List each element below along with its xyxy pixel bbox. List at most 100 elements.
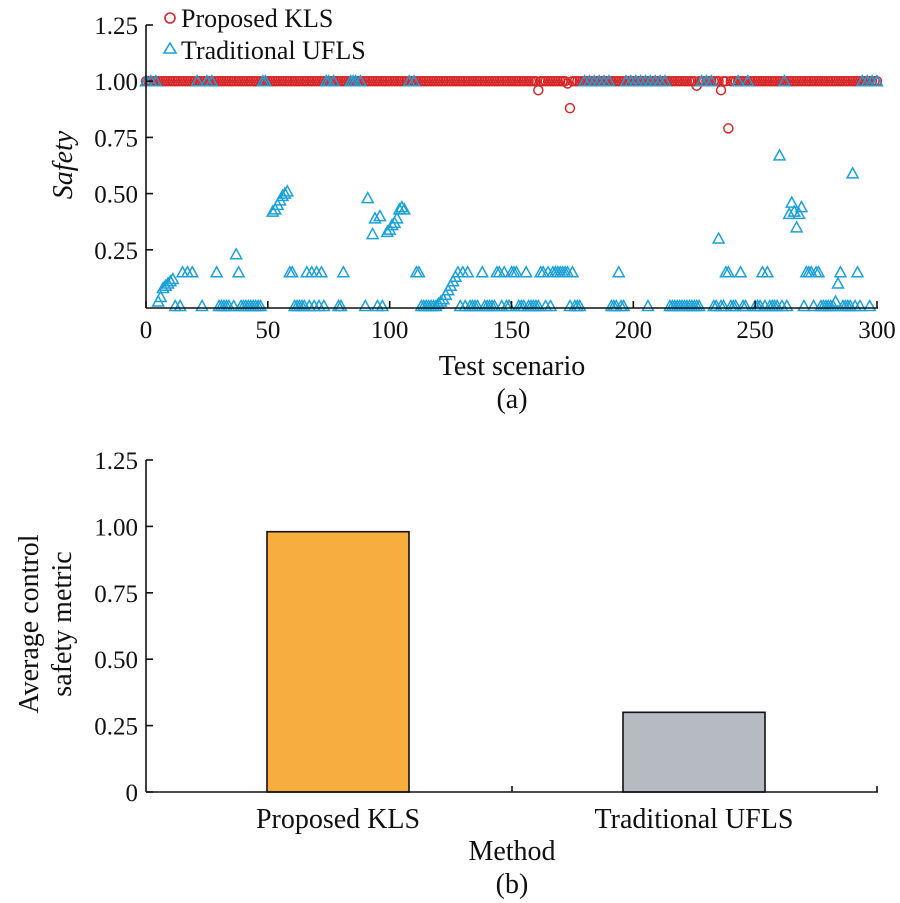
point-traditional-ufls xyxy=(358,298,373,312)
point-traditional-ufls xyxy=(728,298,743,312)
point-traditional-ufls xyxy=(265,204,280,217)
point-traditional-ufls xyxy=(434,294,448,307)
point-traditional-ufls xyxy=(789,220,804,233)
point-traditional-ufls xyxy=(772,148,787,161)
point-traditional-ufls xyxy=(166,271,180,285)
y-tick-label: 1.00 xyxy=(94,69,138,96)
point-traditional-ufls xyxy=(395,200,409,213)
panel-label-a: (a) xyxy=(496,384,527,415)
point-traditional-ufls xyxy=(811,265,826,278)
legend-a: Proposed KLS Traditional UFLS xyxy=(162,4,366,65)
point-traditional-ufls xyxy=(565,265,580,278)
point-traditional-ufls xyxy=(602,74,616,87)
point-traditional-ufls xyxy=(731,74,745,87)
panel-label-b: (b) xyxy=(496,869,529,900)
point-traditional-ufls xyxy=(828,294,843,307)
point-traditional-ufls xyxy=(497,265,511,278)
point-traditional-ufls xyxy=(407,74,421,87)
bars xyxy=(266,530,766,793)
y-axis-title-b-line1: Average control xyxy=(14,534,45,713)
point-traditional-ufls xyxy=(733,265,748,278)
point-traditional-ufls xyxy=(850,265,865,278)
point-traditional-ufls xyxy=(611,265,626,278)
point-traditional-ufls xyxy=(519,265,533,278)
point-traditional-ufls xyxy=(258,74,273,87)
point-traditional-ufls xyxy=(831,276,845,289)
point-traditional-ufls xyxy=(368,211,382,224)
x-tick-label: 0 xyxy=(140,317,153,344)
point-traditional-ufls xyxy=(616,298,631,312)
y-axis-title-a: Safety xyxy=(48,130,79,199)
point-traditional-ufls xyxy=(833,265,848,278)
y-tick-label: 1.25 xyxy=(94,448,138,475)
point-traditional-ufls xyxy=(334,298,348,312)
bar-panel-b: 0 0.25 0.50 0.75 1.00 1.25 Proposed KLS Tradit… xyxy=(14,448,878,900)
point-traditional-ufls xyxy=(784,195,799,208)
point-traditional-ufls xyxy=(487,298,502,312)
point-traditional-ufls xyxy=(375,298,390,312)
bar-proposed-kls xyxy=(266,530,410,793)
x-axis-title-a: Test scenario xyxy=(439,351,586,382)
point-traditional-ufls xyxy=(185,265,200,278)
y-ticks-b: 0 0.25 0.50 0.75 1.00 1.25 xyxy=(94,448,153,807)
point-traditional-ufls xyxy=(317,298,331,312)
legend-label-proposed-kls: Proposed KLS xyxy=(181,4,333,33)
point-proposed-kls xyxy=(564,102,576,114)
point-proposed-kls xyxy=(533,84,544,96)
point-traditional-ufls xyxy=(572,298,587,312)
y-tick-label: 0.50 xyxy=(94,647,138,674)
point-traditional-ufls xyxy=(704,74,719,87)
y-tick-label: 0.25 xyxy=(94,714,138,741)
point-traditional-ufls xyxy=(285,265,299,278)
x-tick-label: 50 xyxy=(255,317,280,344)
point-traditional-ufls xyxy=(711,231,726,244)
point-traditional-ufls xyxy=(531,298,546,312)
point-traditional-ufls xyxy=(782,206,797,220)
point-traditional-ufls xyxy=(853,298,867,312)
point-traditional-ufls xyxy=(280,184,295,197)
point-traditional-ufls xyxy=(336,265,351,278)
point-traditional-ufls xyxy=(862,298,877,312)
point-traditional-ufls xyxy=(231,265,246,278)
point-traditional-ufls xyxy=(716,298,731,312)
point-traditional-ufls xyxy=(692,298,706,312)
point-traditional-ufls xyxy=(385,218,399,231)
point-traditional-ufls xyxy=(792,206,806,220)
point-traditional-ufls xyxy=(153,289,168,303)
point-traditional-ufls xyxy=(797,298,811,312)
point-traditional-ufls xyxy=(721,265,736,278)
point-traditional-ufls xyxy=(780,298,794,312)
y-tick-label: 0.75 xyxy=(94,581,138,608)
point-traditional-ufls xyxy=(365,227,380,240)
point-traditional-ufls xyxy=(806,298,821,312)
x-axis-title-b: Method xyxy=(468,836,555,867)
point-traditional-ufls xyxy=(870,74,884,87)
point-traditional-ufls xyxy=(278,186,292,199)
point-proposed-kls xyxy=(562,78,573,89)
point-traditional-ufls xyxy=(360,191,375,204)
y-tick-label: 0.25 xyxy=(94,238,138,265)
point-traditional-ufls xyxy=(390,211,404,224)
point-traditional-ufls xyxy=(397,202,412,215)
point-traditional-ufls xyxy=(195,298,209,312)
point-traditional-ufls xyxy=(470,298,485,312)
point-traditional-ufls xyxy=(460,265,475,278)
x-tick-label: Traditional UFLS xyxy=(595,804,794,835)
point-traditional-ufls xyxy=(229,247,243,260)
point-traditional-ufls xyxy=(475,265,490,278)
point-traditional-ufls xyxy=(777,74,792,87)
point-traditional-ufls xyxy=(641,298,655,312)
point-traditional-ufls xyxy=(314,265,329,278)
legend-label-traditional-ufls: Traditional UFLS xyxy=(181,36,366,65)
point-proposed-kls xyxy=(723,123,734,134)
x-tick-label: 200 xyxy=(615,317,653,344)
point-traditional-ufls xyxy=(380,224,394,238)
scatter-panel-a: 0.250.500.751.001.25 0 50 100 150 200 250 300 … xyxy=(48,4,896,415)
x-tick-label: 300 xyxy=(858,317,896,344)
point-traditional-ufls xyxy=(738,298,753,312)
y-tick-label: 0.50 xyxy=(94,182,138,209)
point-traditional-ufls xyxy=(543,298,558,312)
legend-marker-traditional-ufls xyxy=(162,41,178,54)
y-ticks-a: 0.25 0.50 0.75 1.00 1.25 xyxy=(94,13,153,265)
